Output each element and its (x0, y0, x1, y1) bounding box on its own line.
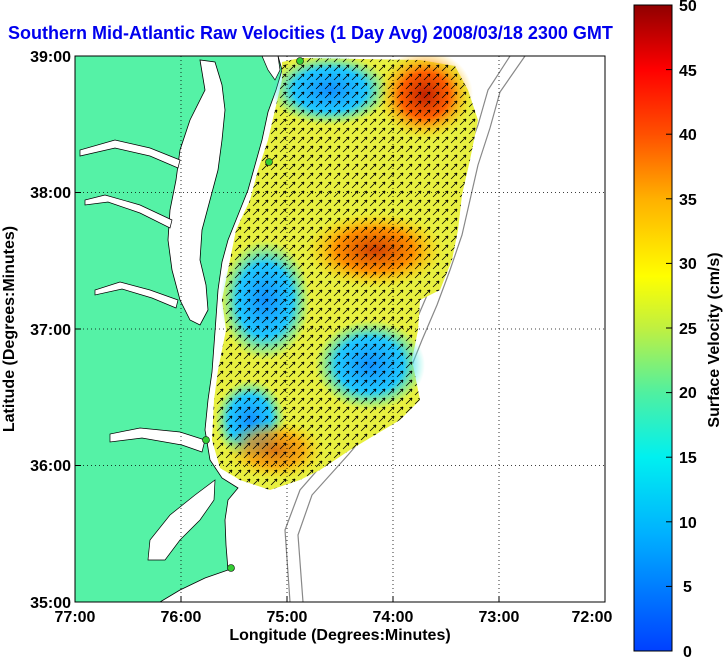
grid-lines (75, 56, 605, 602)
colorbar-tick-label: 0 (683, 644, 692, 659)
colorbar-tick-label: 20 (679, 385, 697, 402)
x-tick-label: 77:00 (55, 609, 96, 626)
colorbar-tick-label: 40 (679, 127, 697, 144)
y-tick-label: 35:00 (30, 595, 71, 612)
y-axis-label: Latitude (Degrees:Minutes) (1, 226, 18, 432)
map-plot-area (75, 56, 605, 602)
colorbar-tick-label: 5 (683, 579, 692, 596)
colorbar-tick-label: 50 (679, 0, 697, 15)
colorbar-tick-label: 25 (679, 321, 697, 338)
velocity-vectors (212, 58, 478, 490)
colorbar-tick-label: 15 (679, 450, 697, 467)
x-axis-label: Longitude (Degrees:Minutes) (229, 627, 450, 644)
radar-station-4[interactable] (227, 564, 235, 572)
albemarle-sound (109, 427, 206, 453)
rappahannock-river (84, 194, 173, 229)
colorbar-tick-label: 10 (679, 515, 697, 532)
potomac-river (79, 139, 181, 169)
y-tick-label: 36:00 (30, 458, 71, 475)
x-tick-label: 74:00 (373, 609, 414, 626)
colorbar-tick-label: 45 (679, 63, 697, 80)
radar-station-1[interactable] (296, 57, 304, 65)
land-mainland (75, 56, 283, 602)
y-tick-label: 39:00 (30, 49, 71, 66)
york-james-rivers (94, 281, 179, 309)
x-tick-label: 73:00 (479, 609, 520, 626)
colorbar-label: Surface Velocity (cm/s) (706, 252, 723, 427)
colorbar: 50 45 40 35 30 25 20 15 10 5 0 Surface V… (633, 0, 723, 659)
map-title: Southern Mid-Atlantic Raw Velocities (1 … (8, 23, 613, 43)
radar-station-3[interactable] (202, 436, 210, 444)
colorbar-tick-label: 30 (679, 256, 697, 273)
pamlico-sound (147, 479, 216, 561)
x-axis: 77:00 76:00 75:00 74:00 73:00 72:00 Long… (55, 596, 613, 644)
shelf-contour-2 (297, 56, 526, 602)
x-tick-label: 72:00 (572, 609, 613, 626)
x-tick-label: 75:00 (267, 609, 308, 626)
y-tick-label: 38:00 (30, 185, 71, 202)
colorbar-tick-label: 35 (679, 192, 697, 209)
y-tick-label: 37:00 (30, 322, 71, 339)
x-tick-label: 76:00 (161, 609, 202, 626)
y-axis: 39:00 38:00 37:00 36:00 35:00 Latitude (… (1, 49, 81, 612)
radar-station-2[interactable] (265, 158, 273, 166)
colorbar-gradient (633, 4, 673, 652)
